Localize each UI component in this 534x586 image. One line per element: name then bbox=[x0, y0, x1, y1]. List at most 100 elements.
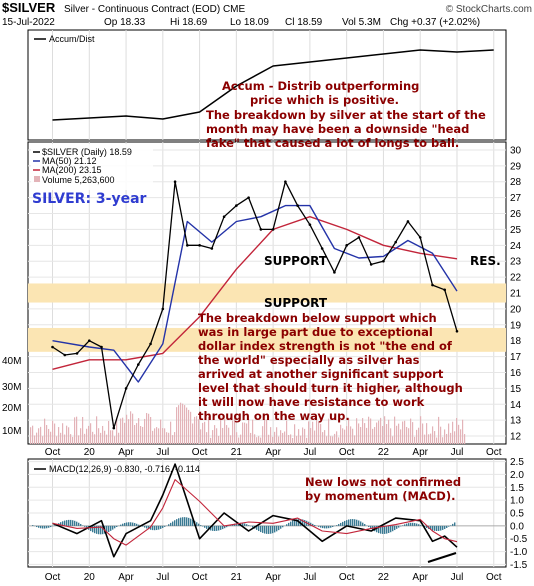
volume-bar bbox=[366, 427, 368, 444]
macd-histogram-bar bbox=[376, 525, 378, 533]
macd-histogram-bar bbox=[138, 524, 140, 526]
macd-histogram-bar bbox=[242, 523, 244, 526]
volume-bar bbox=[188, 409, 190, 444]
macd-legend-label: MACD(12,26,9) -0.830, -0.716, -0.114 bbox=[49, 464, 200, 474]
volume-bar bbox=[338, 437, 340, 444]
volume-bar bbox=[296, 436, 298, 444]
macd-histogram-bar bbox=[232, 524, 234, 526]
macd-histogram-bar bbox=[74, 520, 76, 526]
volume-bar bbox=[354, 435, 356, 444]
header-high: Hi 18.69 bbox=[170, 17, 208, 28]
macd-histogram-bar bbox=[168, 524, 170, 526]
volume-bar bbox=[160, 419, 162, 444]
x-tick-label: Oct bbox=[45, 447, 61, 458]
volume-bar bbox=[348, 418, 350, 444]
annotation-support-line: was in large part due to exceptional bbox=[198, 325, 433, 339]
macd-histogram-bar bbox=[336, 525, 338, 526]
ma200-legend-label: MA(200) 23.15 bbox=[42, 165, 102, 175]
macd-histogram-bar bbox=[380, 525, 382, 534]
volume-bar bbox=[298, 429, 300, 444]
macd-histogram-bar bbox=[346, 520, 348, 526]
macd-signal-line bbox=[52, 479, 458, 546]
macd-histogram-bar bbox=[258, 525, 260, 532]
volume-bar bbox=[116, 417, 118, 444]
macd-histogram-bar bbox=[206, 525, 208, 529]
macd-histogram-bar bbox=[180, 517, 182, 526]
y-tick-label: 21 bbox=[510, 289, 522, 300]
macd-histogram-bar bbox=[38, 525, 40, 528]
header-low: Lo 18.09 bbox=[230, 17, 269, 28]
x-tick-label: Oct bbox=[339, 447, 355, 458]
volume-bar bbox=[284, 431, 286, 444]
macd-histogram-bar bbox=[172, 521, 174, 526]
volume-bar bbox=[342, 428, 344, 444]
macd-histogram-bar bbox=[272, 525, 274, 534]
volume-bar bbox=[102, 425, 104, 444]
volume-bar bbox=[66, 425, 68, 444]
y-tick-label: 19 bbox=[510, 320, 522, 331]
y-tick-label: 12 bbox=[510, 432, 522, 443]
volume-bar bbox=[138, 418, 140, 444]
macd-histogram-bar bbox=[196, 522, 198, 526]
macd-histogram-bar bbox=[390, 525, 392, 533]
volume-bar bbox=[444, 429, 446, 444]
x-tick-label: Apr bbox=[118, 447, 134, 458]
macd-histogram-bar bbox=[418, 524, 420, 526]
volume-bar bbox=[226, 425, 228, 444]
volume-bar bbox=[448, 423, 450, 444]
macd-histogram-bar bbox=[184, 517, 186, 526]
y-tick-label: 18 bbox=[510, 336, 522, 347]
macd-histogram-bar bbox=[274, 525, 276, 533]
annotation-breakdown: The breakdown by silver at the start of … bbox=[206, 108, 486, 150]
macd-y-tick-label: -1.5 bbox=[510, 560, 528, 571]
volume-bar bbox=[312, 421, 314, 444]
macd-histogram-bar bbox=[264, 525, 266, 534]
macd-histogram-bar bbox=[288, 522, 290, 526]
volume-bar bbox=[352, 428, 354, 444]
volume-bar bbox=[146, 413, 148, 444]
annotation-macd-line: New lows not confirmed bbox=[305, 475, 461, 489]
annotation-support-line: The breakdown below support which bbox=[198, 311, 437, 325]
macd-histogram-bar bbox=[124, 522, 126, 526]
price-legend-label: $SILVER (Daily) 18.59 bbox=[42, 147, 132, 157]
x-tick-label: Apr bbox=[412, 447, 428, 458]
macd-histogram-bar bbox=[364, 524, 366, 526]
macd-histogram-bar bbox=[268, 525, 270, 534]
volume-bar bbox=[172, 435, 174, 444]
macd-histogram-bar bbox=[108, 525, 110, 532]
price-point bbox=[357, 236, 361, 239]
volume-bar bbox=[232, 420, 234, 444]
volume-bar bbox=[376, 422, 378, 444]
volume-bar bbox=[180, 402, 182, 444]
macd-histogram-bar bbox=[290, 521, 292, 526]
volume-bar bbox=[36, 432, 38, 444]
price-point bbox=[198, 244, 201, 247]
series-lines bbox=[51, 49, 494, 558]
volume-bar bbox=[142, 426, 144, 444]
macd-histogram-bar bbox=[266, 525, 268, 534]
volume-bar bbox=[278, 436, 280, 444]
macd-histogram-bar bbox=[134, 523, 136, 526]
volume-bar bbox=[70, 434, 72, 444]
macd-histogram-bar bbox=[198, 523, 200, 526]
volume-bar bbox=[132, 413, 134, 444]
price-point bbox=[431, 283, 434, 287]
volume-bar bbox=[118, 432, 120, 444]
price-point bbox=[443, 288, 447, 292]
volume-bar bbox=[176, 407, 178, 444]
macd-histogram-bar bbox=[426, 525, 428, 529]
x-tick-label: Jul bbox=[303, 572, 316, 583]
volume-bar bbox=[168, 432, 170, 444]
volume-bar bbox=[392, 436, 394, 444]
price-point bbox=[296, 204, 299, 207]
price-point bbox=[308, 223, 312, 226]
macd-histogram-bar bbox=[400, 525, 402, 527]
volume-bar bbox=[250, 432, 252, 444]
volume-bar bbox=[48, 428, 50, 444]
y-tick-label: 15 bbox=[510, 384, 522, 395]
volume-bar bbox=[280, 430, 282, 444]
macd-histogram-bar bbox=[416, 523, 418, 526]
macd-histogram-bar bbox=[132, 522, 134, 526]
volume-bar bbox=[198, 419, 200, 444]
volume-bar bbox=[418, 427, 420, 444]
